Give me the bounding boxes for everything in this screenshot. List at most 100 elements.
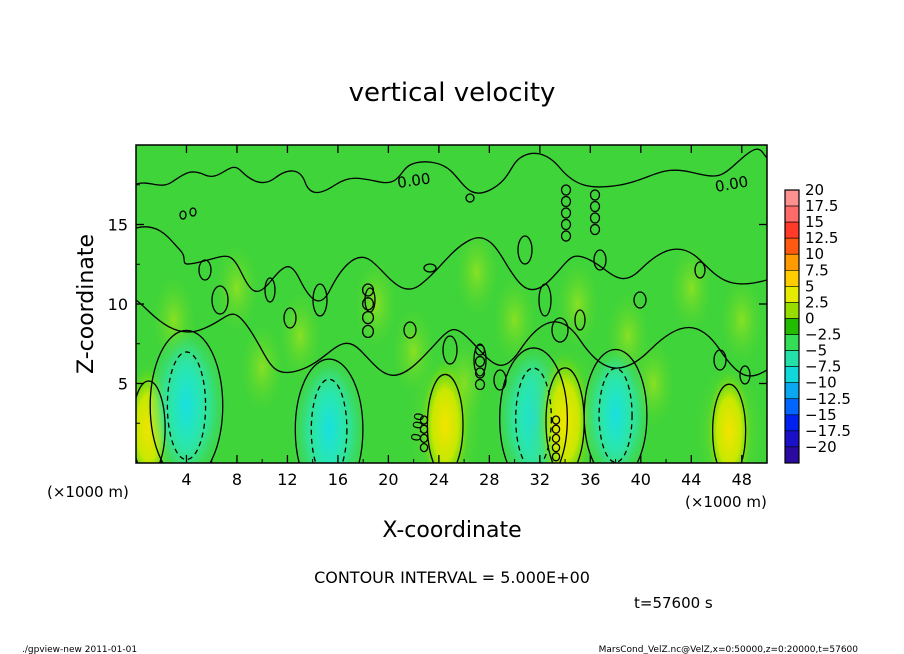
contour-loop (189, 207, 197, 217)
colorbar-swatch (784, 430, 800, 448)
colorbar-swatch (784, 334, 800, 351)
colorbar-swatch (784, 382, 800, 400)
colorbar: 2017.51512.5107.552.50−2.5−5−7.5−10−12.5… (784, 181, 851, 464)
zero-contour (136, 299, 767, 377)
contour-loop (198, 259, 212, 281)
colorbar-label: 2.5 (805, 293, 829, 311)
downdraft-contour (310, 378, 348, 463)
weak-updraft (669, 243, 714, 334)
colorbar-swatch (784, 350, 800, 367)
footer-left: ./gpview-new 2011-01-01 (22, 645, 137, 654)
colorbar-label: 10 (805, 245, 824, 263)
x-tick-label: 8 (232, 470, 242, 489)
colorbar-frame (784, 189, 800, 464)
x-tick-label: 40 (631, 470, 651, 489)
colorbar-label: 20 (805, 181, 824, 199)
plot-area (136, 145, 767, 463)
contour-loop (589, 223, 601, 236)
weak-updraft (353, 259, 398, 349)
contour-labels: 0.00 0.00 0.00 (396, 169, 750, 442)
contour-loop (589, 189, 601, 201)
x-axis-unit-right: (×1000 m) (685, 493, 767, 511)
colorbar-swatch (784, 205, 800, 223)
x-axis-label: X-coordinate (382, 518, 521, 543)
colorbar-swatch (784, 366, 800, 384)
y-axis: 5 10 15 (108, 184, 767, 424)
colorbar-label: −15 (805, 406, 837, 424)
contour-lines (136, 148, 767, 463)
x-axis-unit-left: (×1000 m) (47, 483, 129, 501)
contour-loop (694, 261, 706, 279)
contour-loop (493, 369, 507, 391)
contour-label: 0.00 (396, 169, 432, 191)
contour-loop (361, 283, 375, 297)
time-label: t=57600 s (634, 594, 713, 612)
contour-loop (713, 349, 727, 371)
colorbar-swatch (784, 286, 800, 303)
contour-loop (465, 193, 475, 203)
downdraft-outer-contour (149, 329, 224, 463)
x-tick-label: 24 (429, 470, 449, 489)
y-tick-label: 15 (108, 216, 128, 235)
contour-loop (589, 212, 601, 224)
contour-loop (560, 184, 572, 196)
downdraft-outer-contour (294, 358, 364, 463)
contour-loop (739, 365, 751, 385)
contour-loop (474, 378, 486, 391)
contour-loop (560, 195, 572, 208)
downdraft-core (593, 355, 638, 463)
contour-loop (419, 442, 429, 453)
zero-contour (136, 226, 767, 302)
colorbar-swatch (784, 398, 800, 416)
weak-updraft (719, 274, 764, 365)
contour-loop (551, 452, 561, 462)
updraft-contour (426, 373, 464, 463)
x-tick-label: 36 (580, 470, 600, 489)
contour-loop (593, 249, 607, 271)
downdraft-core (161, 337, 212, 463)
footer-right: MarsCond_VelZ.nc@VelZ,x=0:50000,z=0:2000… (599, 645, 859, 654)
contour-loop (551, 317, 569, 343)
contour-loop (538, 283, 552, 317)
contour-loop (423, 263, 437, 273)
weak-updraft (278, 290, 323, 381)
contour-label: 0.00 (409, 412, 428, 443)
contour-loop (551, 433, 561, 444)
contour-loop (560, 218, 572, 231)
x-tick-label: 32 (530, 470, 550, 489)
x-tick-label: 20 (378, 470, 398, 489)
downdraft-contour (598, 367, 633, 463)
colorbar-swatch (784, 189, 800, 207)
colorbar-label: 7.5 (805, 261, 829, 279)
colorbar-label: −5 (805, 342, 827, 360)
colorbar-label: 12.5 (805, 229, 838, 247)
colorbar-label: 5 (805, 277, 815, 295)
contour-label: 0.00 (714, 172, 750, 196)
updraft-core (707, 371, 752, 463)
colorbar-swatch (784, 253, 800, 271)
contour-loop (551, 424, 561, 434)
y-axis-label: Z-coordinate (74, 234, 99, 374)
contour-loop (560, 230, 572, 242)
contour-loop (361, 297, 375, 311)
colorbar-swatch (784, 302, 800, 319)
downdraft-contour (515, 367, 552, 463)
downdraft-core (305, 365, 353, 463)
contour-loop (474, 355, 486, 368)
colorbar-swatch (784, 446, 800, 464)
updraft-contour (136, 380, 166, 463)
colorbar-label: −7.5 (805, 358, 841, 376)
contour-loop (560, 207, 572, 219)
y-tick-label: 10 (108, 295, 128, 314)
x-axis: 4 8 12 16 20 24 28 32 36 40 44 48 (160, 145, 752, 489)
colorbar-swatch (784, 237, 800, 255)
colorbar-label: 0 (805, 309, 815, 327)
weak-updraft (454, 227, 499, 318)
contour-interval: CONTOUR INTERVAL = 5.000E+00 (314, 568, 590, 587)
y-tick-label: 5 (118, 375, 128, 394)
contour-loop (589, 200, 601, 213)
chart-title: vertical velocity (349, 78, 556, 108)
contour-loop (283, 307, 297, 329)
updraft-contour (711, 383, 747, 463)
